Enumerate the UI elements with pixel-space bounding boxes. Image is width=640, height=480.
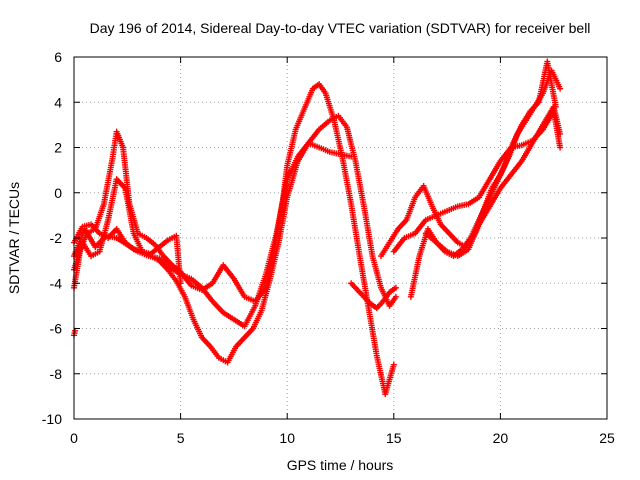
y-tick-label: -10 [42,411,62,427]
data-point [392,293,399,300]
x-tick-label: 10 [279,430,295,446]
y-tick-label: -2 [50,230,63,246]
x-tick-label: 15 [386,430,402,446]
data-point [557,85,564,92]
y-tick-label: 4 [54,94,62,110]
data-point [348,153,355,160]
y-tick-label: -4 [50,275,63,291]
axis-ticks: 0 5 10 15 20 25 -10 -8 -6 -4 -2 0 2 4 6 [42,49,615,446]
series-track-5 [378,67,564,260]
series-track-7 [390,108,564,255]
y-axis-label: SDTVAR / TECUs [6,182,22,294]
data-point [390,361,397,368]
data-series [71,58,564,398]
x-axis-label: GPS time / hours [287,457,394,473]
chart-title: Day 196 of 2014, Sidereal Day-to-day VTE… [90,20,591,36]
data-point [177,280,184,287]
y-tick-label: 6 [54,49,62,65]
x-tick-label: 20 [493,430,509,446]
series-track-6 [407,58,559,300]
x-tick-label: 0 [70,430,78,446]
data-point [557,130,564,137]
series-track-9 [348,280,399,312]
series-track-4 [71,221,184,287]
data-point [392,284,399,291]
y-tick-label: -6 [50,321,63,337]
y-tick-label: 0 [54,185,62,201]
plot-frame [73,56,608,420]
data-point [557,144,564,151]
series-outliers [71,327,79,339]
grid-lines [74,57,607,419]
series-track-8 [422,103,564,260]
y-tick-label: -8 [50,366,63,382]
x-tick-label: 25 [599,430,615,446]
x-tick-label: 5 [177,430,185,446]
y-tick-label: 2 [54,140,62,156]
